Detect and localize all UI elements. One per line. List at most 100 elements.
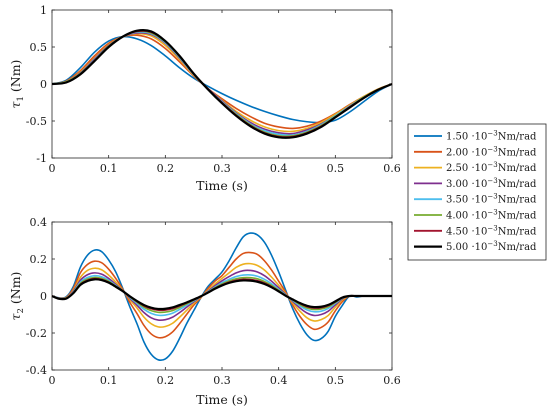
legend-box (407, 123, 547, 261)
plot-tau1-ytick-label: -0.5 (26, 115, 47, 128)
plot-tau1-xtick-label: 0.4 (270, 162, 288, 175)
plot-tau1-ytick-label: -1 (36, 152, 47, 165)
legend-unit: Nm/rad (498, 242, 537, 253)
plot-tau2: 0 0.1 0.2 0.3 0.4 0.5 0.6 -0.4 -0.2 0 0.2 0.4 Time… (8, 216, 401, 407)
plot-tau2-ytick-label: 0 (40, 290, 47, 303)
plot-tau1-xtick-label: 0.6 (383, 162, 401, 175)
plot-tau1-series-line-1 (51, 35, 393, 124)
plot-tau2-series-line-8 (51, 278, 392, 311)
plot-tau2-frame (51, 221, 393, 371)
legend-value: 2.50 (446, 163, 471, 174)
legend-item: 2.50 ·10−3Nm/rad (414, 161, 537, 174)
plot-tau1-ytick-label: 0 (40, 78, 47, 91)
plot-tau1-xtick-label: 0.1 (100, 162, 118, 175)
plot-tau2-xtick-label: 0.6 (383, 374, 401, 387)
legend-value: 1.50 (446, 132, 471, 143)
legend-multiplier: ·10 (471, 242, 487, 253)
legend-exponent: −3 (487, 161, 497, 169)
plot-tau1-ytick-label: 0.5 (30, 41, 48, 54)
legend-item: 1.50 ·10−3Nm/rad (414, 130, 537, 143)
plot-tau2-xtick-label: 0.1 (100, 374, 118, 387)
plot-tau2-xtick-label: 0 (49, 374, 56, 387)
legend-value: 4.50 (446, 226, 471, 237)
legend-exponent: −3 (487, 130, 497, 138)
plot-tau1-xtick-label: 0.5 (327, 162, 345, 175)
plot-tau2-ylabel-unit: (Nm) (8, 272, 23, 309)
plot-tau2-ytick-label: 0.2 (30, 253, 48, 266)
legend-label: 2.50 ·10−3Nm/rad (446, 161, 537, 174)
legend-exponent: −3 (487, 240, 497, 248)
plot-tau1-xticks: 0 0.1 0.2 0.3 0.4 0.5 0.6 (49, 10, 401, 175)
legend-item: 5.00 ·10−3Nm/rad (414, 240, 537, 253)
plot-tau2-xtick-label: 0.3 (213, 374, 231, 387)
legend-exponent: −3 (487, 224, 497, 232)
plot-tau1-ylabel-symbol: τ (8, 100, 23, 108)
plot-tau2-ytick-label: -0.4 (26, 364, 47, 377)
plot-tau2-ytick-label: -0.2 (26, 327, 47, 340)
legend-item: 2.00 ·10−3Nm/rad (414, 145, 537, 158)
legend-label: 3.50 ·10−3Nm/rad (446, 193, 537, 206)
legend-label: 4.00 ·10−3Nm/rad (446, 209, 537, 222)
plot-tau1-frame (51, 9, 393, 159)
plot-tau1-ylabel-unit: (Nm) (8, 60, 23, 97)
plot-tau2-series-line-3 (51, 262, 392, 328)
legend-multiplier: ·10 (471, 211, 487, 222)
plot-tau2-xtick-label: 0.5 (327, 374, 345, 387)
legend-unit: Nm/rad (498, 147, 537, 158)
plot-tau2-ytick-label: 0.4 (30, 216, 48, 229)
legend-unit: Nm/rad (498, 179, 537, 190)
plot-tau2-xticks: 0 0.1 0.2 0.3 0.4 0.5 0.6 (49, 222, 401, 387)
plot-tau2-ylabel: τ2 (Nm) (8, 272, 26, 321)
legend-value: 3.50 (446, 195, 471, 206)
legend-multiplier: ·10 (471, 147, 487, 158)
legend-label: 3.00 ·10−3Nm/rad (446, 177, 537, 190)
legend-value: 3.00 (446, 179, 471, 190)
legend-unit: Nm/rad (498, 195, 537, 206)
plot-tau1: 0 0.1 0.2 0.3 0.4 0.5 0.6 -1 -0.5 0 0.5 1 Time (s)… (8, 4, 401, 193)
plot-tau1-ylabel-sub: 1 (16, 96, 26, 101)
legend-exponent: −3 (487, 193, 497, 201)
legend-exponent: −3 (487, 177, 497, 185)
plot-tau1-yticks: -1 -0.5 0 0.5 1 (26, 4, 392, 165)
legend-unit: Nm/rad (498, 132, 537, 143)
legend-item: 4.00 ·10−3Nm/rad (414, 209, 537, 222)
plot-tau2-lines (51, 232, 392, 362)
legend-item: 3.50 ·10−3Nm/rad (414, 193, 537, 206)
plot-tau1-series-line-8 (51, 29, 393, 139)
plot-tau2-xlabel: Time (s) (196, 392, 248, 407)
legend-item: 4.50 ·10−3Nm/rad (414, 224, 537, 237)
plot-tau1-xtick-label: 0 (49, 162, 56, 175)
plot-tau2-ylabel-sub: 2 (16, 308, 26, 313)
plot-tau2-ylabel-symbol: τ (8, 312, 23, 320)
legend-label: 5.00 ·10−3Nm/rad (446, 240, 537, 253)
legend-label: 4.50 ·10−3Nm/rad (446, 224, 537, 237)
plot-tau2-series-line-1 (51, 232, 392, 362)
plot-tau2-xtick-label: 0.4 (270, 374, 288, 387)
legend-unit: Nm/rad (498, 226, 537, 237)
legend-value: 5.00 (446, 242, 471, 253)
legend-multiplier: ·10 (471, 195, 487, 206)
legend-exponent: −3 (487, 145, 497, 153)
plot-tau1-xlabel: Time (s) (196, 178, 248, 193)
legend-multiplier: ·10 (471, 226, 487, 237)
legend-unit: Nm/rad (498, 211, 537, 222)
plot-tau1-ytick-label: 1 (40, 4, 47, 17)
legend-value: 2.00 (446, 147, 471, 158)
plot-tau2-xtick-label: 0.2 (157, 374, 175, 387)
plot-tau1-xtick-label: 0.3 (213, 162, 231, 175)
legend-exponent: −3 (487, 209, 497, 217)
plot-tau1-xtick-label: 0.2 (157, 162, 175, 175)
plot-tau2-series-line-2 (51, 251, 392, 339)
legend-value: 4.00 (446, 211, 471, 222)
legend-multiplier: ·10 (471, 163, 487, 174)
plot-tau2-series-line-4 (51, 269, 392, 321)
plot-tau2-yticks: -0.4 -0.2 0 0.2 0.4 (26, 216, 392, 377)
legend-item: 3.00 ·10−3Nm/rad (414, 177, 537, 190)
legend-label: 1.50 ·10−3Nm/rad (446, 130, 537, 143)
legend-unit: Nm/rad (498, 163, 537, 174)
legend-multiplier: ·10 (471, 132, 487, 143)
legend-label: 2.00 ·10−3Nm/rad (446, 145, 537, 158)
